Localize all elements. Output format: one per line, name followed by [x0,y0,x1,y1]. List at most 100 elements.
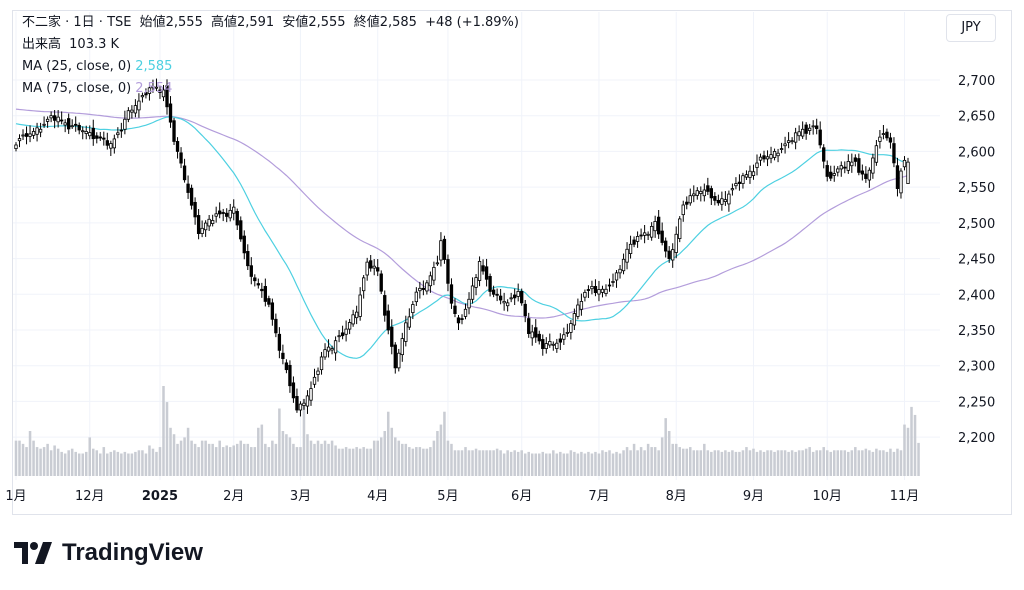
volume-bar [724,450,727,476]
volume-bar [471,450,474,476]
candle-body [74,123,78,126]
candle-body [874,145,879,163]
volume-bar [25,447,28,476]
candle-body [674,233,678,253]
volume-bar [825,450,829,476]
candle-body [130,109,134,113]
volume-bar [186,427,190,476]
time-axis: 1月 12月 2025 2月 3月 4月 5月 6月 7月 8月 9月 10月 11月 [5,489,919,504]
candle-body [755,162,759,168]
y-tick-label: 2,200 [958,431,995,446]
volume-bar [875,448,878,476]
volume-value: 103.3 K [69,37,120,52]
candle-body [337,335,341,338]
volume-bar [28,431,32,476]
candle-body [832,173,836,176]
candle-body [354,311,359,319]
candle-body [474,277,478,288]
volume-bar [910,406,913,476]
candle-body [221,212,225,214]
volume-legend[interactable]: 出来高 103.3 K [22,36,123,54]
x-tick-label: 6月 [511,489,532,504]
candle-body [88,132,92,137]
volume-bar [162,386,165,476]
volume-bar [534,453,538,476]
volume-bar [169,427,172,476]
volume-bar [797,450,801,476]
candle-body [168,103,173,123]
x-tick-label: 1月 [5,489,26,504]
volume-bar [404,443,408,476]
candle-body [558,338,562,343]
candle-body [144,92,148,96]
volume-bar [604,451,608,476]
candle-body [678,218,682,239]
volume-bar [351,448,355,476]
candle-body [210,220,215,224]
volume-bar [95,450,99,476]
candle-body [256,283,260,286]
close-value: 終値2,585 [353,15,417,30]
ohlc-legend: 不二家 · 1日 · TSE 始値2,555 高値2,591 安値2,555 終… [22,14,523,32]
candle-body [407,316,411,328]
candle-body [902,159,907,168]
volume-bar [667,431,671,476]
currency-button[interactable]: JPY [946,14,996,42]
candle-body [744,174,749,178]
candle-body [906,161,910,184]
candle-body [857,158,861,173]
volume-bar [137,450,141,476]
candle-body [365,261,369,276]
candle-body [179,152,183,164]
chart-frame[interactable] [12,10,1012,515]
volume-bar [527,451,530,476]
candle-body [351,314,355,325]
candle-body [583,291,587,298]
x-tick-label: 5月 [437,489,458,504]
candle-body [843,166,847,169]
volume-bar [214,447,218,476]
candle-body [59,119,64,122]
symbol-label[interactable]: 不二家 · 1日 · TSE [22,15,132,30]
volume-bar [113,450,116,476]
candle-body [225,212,229,217]
ma25-legend[interactable]: MA (25, close, 0) 2,585 [22,58,176,76]
candle-body [298,403,303,411]
volume-bar [689,447,692,476]
candle-body [614,272,619,281]
candle-body [772,151,777,158]
candle-body [112,138,116,149]
volume-bar [253,447,257,476]
volume-bar [271,440,274,476]
ma75-legend[interactable]: MA (75, close, 0) 2,554 [22,80,176,98]
candle-body [484,266,489,280]
candle-body [695,190,699,196]
volume-bar [790,450,794,476]
volume-bar [755,451,759,476]
volume-bar [611,453,615,476]
volume-bar [464,447,467,476]
tradingview-logo[interactable]: TradingView [14,538,203,568]
candle-body [716,199,721,204]
volume-bar [734,451,738,476]
candle-body [369,260,373,269]
volume-bar [552,450,555,476]
candle-body [864,173,868,179]
volume-bar [450,443,453,476]
volume-bar [541,451,545,476]
volume-bar [811,451,815,476]
candle-body [182,165,187,181]
candle-body [639,234,643,237]
candle-body [523,303,527,317]
chart-grid [13,12,940,480]
candle-body [569,323,573,333]
volume-bar [411,448,415,476]
candle-body [147,87,152,94]
volume-bar [460,450,464,476]
candle-body [604,288,608,294]
volume-bar [832,450,836,476]
volume-bar [116,451,120,476]
candle-body [305,395,310,407]
candle-body [804,124,808,134]
